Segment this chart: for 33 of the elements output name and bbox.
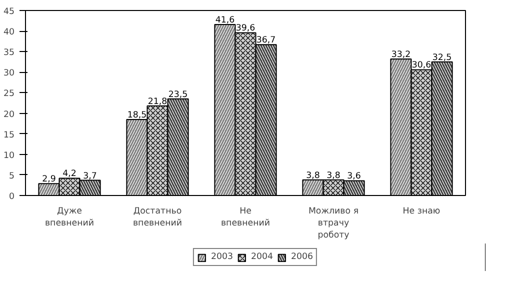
data-label: 3,8 bbox=[306, 170, 320, 181]
data-label: 3,6 bbox=[347, 172, 361, 182]
x-tick-label: Достатньо впевнений bbox=[132, 206, 182, 228]
y-tick-label: 20 bbox=[3, 110, 14, 120]
data-label: 41,6 bbox=[215, 15, 235, 26]
legend-label: 2003 bbox=[210, 252, 233, 262]
data-label: 30,6 bbox=[412, 60, 432, 71]
x-tick-label: Не впевнений bbox=[220, 206, 270, 228]
y-tick-label: 35 bbox=[3, 48, 14, 58]
data-label: 3,7 bbox=[83, 171, 97, 182]
x-tick-label: Можливо я втрачу роботу bbox=[308, 206, 359, 240]
data-label: 33,2 bbox=[391, 50, 411, 60]
data-label: 36,7 bbox=[256, 36, 276, 46]
data-label: 4,2 bbox=[62, 169, 76, 180]
y-tick-label: 0 bbox=[8, 192, 15, 202]
y-tick-label: 10 bbox=[3, 150, 14, 161]
data-label: 18,5 bbox=[127, 110, 147, 120]
y-tick-label: 40 bbox=[3, 28, 14, 38]
x-tick-label: Не знаю bbox=[402, 206, 440, 216]
y-tick-label: 45 bbox=[3, 7, 14, 17]
data-label: 2,9 bbox=[42, 174, 56, 185]
y-tick-label: 5 bbox=[8, 171, 15, 182]
data-label: 3,8 bbox=[326, 170, 340, 181]
data-label: 23,5 bbox=[168, 90, 188, 100]
legend-label: 2006 bbox=[291, 252, 314, 262]
data-label: 21,8 bbox=[148, 96, 168, 107]
legend-label: 2004 bbox=[250, 252, 274, 262]
y-tick-label: 15 bbox=[3, 130, 14, 140]
data-label: 32,5 bbox=[432, 52, 452, 63]
data-label: 39,6 bbox=[236, 24, 256, 34]
x-tick-label: Дуже впевнений bbox=[44, 206, 94, 228]
y-tick-label: 25 bbox=[3, 89, 14, 100]
y-tick-label: 30 bbox=[3, 68, 14, 79]
